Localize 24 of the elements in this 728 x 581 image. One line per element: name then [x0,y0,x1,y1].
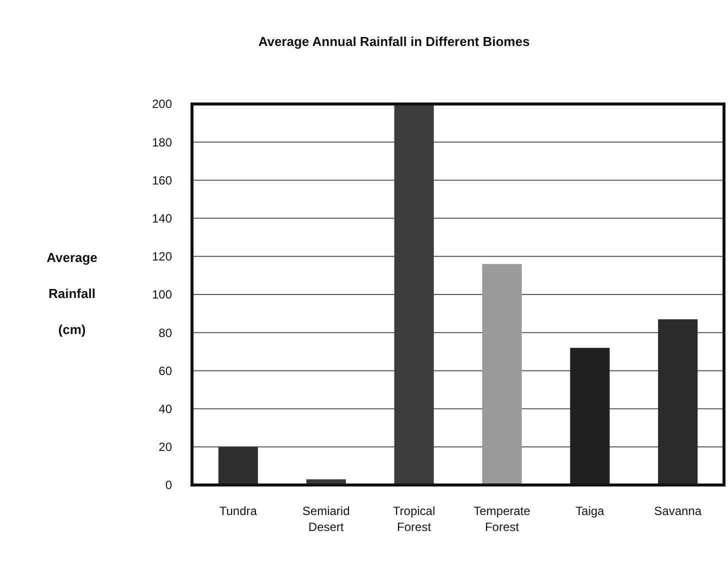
y-tick-label: 160 [152,173,172,188]
y-tick-label: 60 [158,364,172,378]
bar [394,104,434,485]
y-tick-label: 200 [152,97,172,112]
x-tick-label: Tundra [219,504,258,518]
x-tick-label: Temperate Forest [474,504,531,534]
x-tick-label: Tropical Forest [392,504,436,534]
text: Average Rainfall (cm) [46,250,98,337]
y-tick-label: 20 [158,440,172,454]
x-tick-label: Semiarid Desert [302,504,350,534]
y-tick-label: 80 [158,326,172,340]
y-tick-label: 0 [165,478,172,492]
bar [658,319,698,485]
chart-title: Average Annual Rainfall in Different Biomes [258,34,530,49]
y-tick-label: 140 [152,212,172,226]
bar [218,446,258,485]
x-tick-label: Taiga [576,504,605,518]
y-tick-label: 100 [152,288,172,302]
bar [482,264,522,485]
y-tick-label: 40 [158,402,172,416]
y-tick-label: 120 [152,250,172,264]
x-tick-label: Savanna [654,504,702,518]
y-tick-label: 180 [152,135,172,150]
bar [570,348,610,485]
